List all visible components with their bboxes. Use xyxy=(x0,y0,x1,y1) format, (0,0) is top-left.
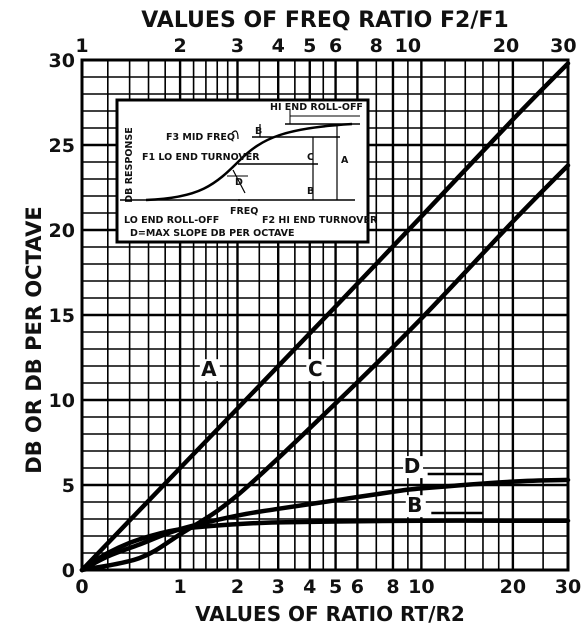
inset-freq: FREQ xyxy=(230,206,258,217)
curve-label-d: D xyxy=(404,454,421,478)
series-line-c xyxy=(79,163,571,573)
curve-label-a: A xyxy=(201,357,217,381)
bottom-tick-label: 1 xyxy=(173,576,186,598)
bottom-axis-title: VALUES OF RATIO RT/R2 xyxy=(195,602,465,626)
curve-label-bg xyxy=(306,359,327,382)
y-tick-label: 5 xyxy=(62,475,75,497)
bottom-tick-label: 4 xyxy=(303,576,316,598)
top-tick-label: 30 xyxy=(550,35,576,57)
top-tick-label: 8 xyxy=(370,35,383,57)
bottom-tick-label: 8 xyxy=(386,576,399,598)
curve-label-bg xyxy=(199,359,220,382)
inset-hi-end-rolloff: HI END ROLL-OFF xyxy=(270,102,363,113)
y-tick-label: 30 xyxy=(49,50,75,72)
inset-marker-b-bottom: B xyxy=(307,186,314,197)
bottom-tick-label: 6 xyxy=(351,576,364,598)
curve-label-bg xyxy=(403,456,424,479)
top-tick-label: 5 xyxy=(303,35,316,57)
inset-d-line xyxy=(232,169,246,194)
curve-labels: A C DB xyxy=(199,357,483,518)
bottom-tick-label: 2 xyxy=(231,576,244,598)
top-tick-label: 6 xyxy=(329,35,342,57)
top-tick-label: 4 xyxy=(272,35,285,57)
bottom-tick-labels: 0 1 2 3 4 5 6 8 10 20 30 xyxy=(75,576,581,598)
inset-ylabel: DB RESPONSE xyxy=(124,127,135,202)
series-line-d xyxy=(79,477,571,573)
bottom-tick-label: 5 xyxy=(329,576,342,598)
inset-f2-hi-turnover: F2 HI END TURNOVER xyxy=(262,215,378,226)
y-tick-label: 0 xyxy=(62,560,75,582)
series-line-a xyxy=(79,61,571,573)
bottom-tick-label: 10 xyxy=(408,576,434,598)
y-tick-label: 25 xyxy=(49,135,75,157)
inset-f1-lo-turnover: F1 LO END TURNOVER xyxy=(142,152,260,163)
inset-mid-arrow xyxy=(231,130,239,140)
inset-marker-c: C xyxy=(307,152,314,163)
inset-marker-a: A xyxy=(341,155,349,166)
top-tick-labels: 1 2 3 4 5 6 8 10 20 30 xyxy=(75,35,576,57)
inset-marker-b-top: B xyxy=(255,126,262,137)
inset-max-slope-note: D=MAX SLOPE DB PER OCTAVE xyxy=(130,228,295,239)
data-curves xyxy=(79,61,571,573)
y-tick-label: 10 xyxy=(49,390,75,412)
top-tick-label: 3 xyxy=(231,35,244,57)
y-axis-title: DB OR DB PER OCTAVE xyxy=(22,206,46,473)
bottom-tick-label: 20 xyxy=(500,576,526,598)
y-tick-label: 15 xyxy=(49,305,75,327)
series-line-b xyxy=(79,518,571,573)
top-tick-label: 20 xyxy=(493,35,519,57)
top-axis-title: VALUES OF FREQ RATIO F2/F1 xyxy=(141,8,508,33)
inset-diagram: DB RESPONSE HI END ROLL-OFF F3 MID FREQ … xyxy=(115,98,378,244)
inset-response-curve xyxy=(145,122,353,202)
bottom-tick-label: 3 xyxy=(272,576,285,598)
y-tick-labels: 0 5 10 15 20 25 30 xyxy=(49,50,75,582)
top-tick-label: 2 xyxy=(173,35,186,57)
y-tick-label: 20 xyxy=(49,220,75,242)
curve-label-bg xyxy=(405,495,426,518)
top-tick-label: 1 xyxy=(75,35,88,57)
top-tick-label: 10 xyxy=(395,35,421,57)
curve-label-c: C xyxy=(308,357,323,381)
curve-label-b: B xyxy=(407,493,422,517)
bottom-tick-label: 30 xyxy=(555,576,581,598)
bottom-tick-label: 0 xyxy=(75,576,88,598)
inset-lo-end-rolloff: LO END ROLL-OFF xyxy=(124,215,219,226)
plot-frame xyxy=(80,58,570,572)
inset-f3-mid-freq: F3 MID FREQ xyxy=(166,132,235,143)
inset-marker-d: D xyxy=(235,177,243,188)
